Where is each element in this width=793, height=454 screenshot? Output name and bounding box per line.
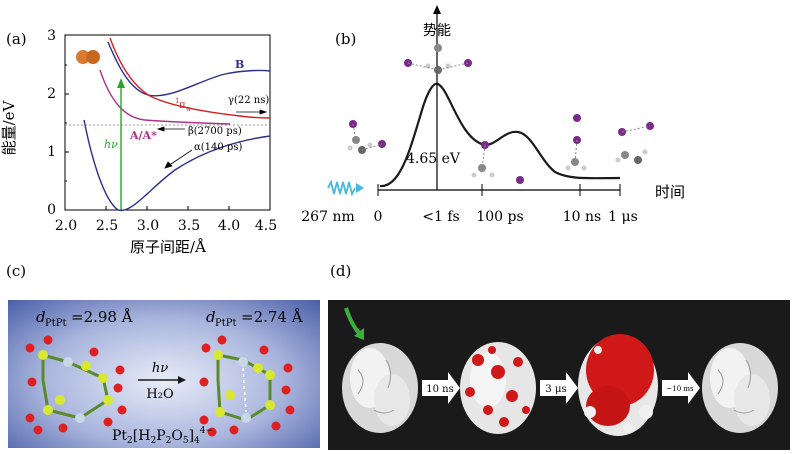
y-tick: 0: [47, 202, 56, 218]
panel-a-energy-curves: (a) 能量/eV 0 1 2 3 2.0 2.5 3.0 3.5 4.0 4.…: [0, 28, 277, 256]
potential-curve: [379, 82, 621, 188]
time-axis-ticks: [377, 184, 621, 196]
x-tick: 4.0: [218, 218, 240, 234]
step-label-3: ~10 ms: [666, 385, 694, 393]
label-alpha: α(140 ps): [194, 142, 242, 153]
cluster-left-icon: [25, 335, 127, 435]
y-tick: 1: [47, 144, 56, 160]
d-left: d PtPt =2.98 Å: [36, 308, 133, 329]
x-tick: 3.5: [178, 218, 200, 234]
x-ticks: 2.0 2.5 3.0 3.5 4.0 4.5: [55, 218, 277, 234]
step-label-1: 10 ns: [426, 384, 453, 395]
time-tick: 267 nm: [301, 209, 354, 225]
time-axis-label: 时间: [655, 183, 685, 201]
time-tick: 10 ns: [563, 209, 601, 225]
y-tick: 2: [47, 86, 56, 102]
time-tick: 1 μs: [608, 209, 638, 225]
formula-part: O: [171, 428, 182, 444]
hv-label: hν: [104, 138, 118, 151]
molecule-10ns-icon: [565, 114, 587, 171]
formula-part: 2: [166, 436, 172, 446]
formula-part: ]: [189, 428, 194, 444]
hv-arrowhead: [117, 78, 125, 88]
panel-c-structure: d PtPt =2.98 Å d PtPt =2.74 Å: [8, 300, 320, 448]
step-label-2: 3 μs: [545, 384, 566, 395]
formula-part: 4: [194, 436, 200, 446]
step-arrow-1: [422, 372, 460, 404]
panel-d-label: (d): [330, 262, 352, 280]
formula: Pt2[H2P2O5]44−: [112, 426, 213, 446]
d-left-value: =2.98 Å: [71, 308, 133, 326]
curve-pi-u: [109, 37, 271, 119]
label-pi-sup: 1: [175, 97, 179, 105]
d-right: d PtPt =2.74 Å: [206, 308, 303, 329]
molecule-initial-icon: [347, 120, 386, 154]
protein-state-2: [460, 342, 536, 434]
y-tick: 3: [47, 28, 56, 44]
label-pi-sub: u: [186, 105, 191, 113]
time-ticks: 267 nm 0 <1 fs 100 ps 10 ns 1 μs: [301, 209, 638, 225]
molecule-1us-icon: [615, 122, 654, 164]
curve-B: [107, 41, 271, 97]
formula-part: 4−: [200, 426, 213, 436]
energy-axis-label: 势能: [423, 23, 451, 39]
energy-value: 4.65 eV: [406, 151, 461, 167]
light-arrowhead: [354, 328, 364, 340]
light-arrow-icon: [344, 307, 362, 336]
protein-state-3: [578, 334, 658, 436]
x-axis-label: 原子间距/Å: [130, 238, 206, 256]
molecule-transition-icon: [404, 44, 472, 74]
x-tick: 4.5: [255, 218, 277, 234]
label-gamma: γ(22 ns): [228, 95, 269, 106]
d-right-var: d: [206, 308, 216, 326]
formula-part: [H: [133, 428, 151, 444]
photon-arrowhead: [356, 183, 364, 193]
step-arrow-3: [662, 372, 700, 404]
x-tick: 2.0: [55, 218, 77, 234]
y-ticks: 0 1 2 3: [47, 28, 56, 218]
cluster-right-icon: [199, 335, 295, 437]
time-tick: <1 fs: [422, 209, 459, 225]
panel-d-protein-sequence: 10 ns 3 μs ~10 ms: [328, 300, 790, 450]
photon-wave-icon: [327, 179, 356, 197]
curve-ground: [83, 119, 271, 211]
label-B: B: [235, 58, 244, 71]
d-left-sub: PtPt: [45, 318, 67, 329]
formula-part: 5: [183, 436, 189, 446]
formula-part: Pt: [112, 428, 127, 444]
protein-state-4: [702, 343, 778, 433]
y-axis-label: 能量/eV: [0, 99, 18, 155]
formula-part: 2: [150, 436, 156, 446]
formula-part: P: [156, 428, 165, 444]
arrow-label-water: H₂O: [146, 387, 173, 402]
label-pi: π: [179, 100, 186, 111]
reaction-arrowhead: [178, 376, 186, 384]
molecule-100ps-icon: [471, 141, 524, 184]
protein-state-1: [342, 343, 418, 433]
d-right-value: =2.74 Å: [241, 308, 303, 326]
panel-b-potential-energy: (b) 势能 时间 4.65 eV 267 nm 0 <1 fs 100 ps …: [301, 5, 685, 225]
pt2-molecule-icon: [76, 50, 100, 64]
arrow-label-hv: hν: [152, 361, 168, 376]
x-tick: 3.0: [137, 218, 159, 234]
time-tick: 100 ps: [476, 209, 523, 225]
svg-text:Pt2[H2P2O5]44−: Pt2[H2P2O5]44−: [112, 426, 213, 446]
d-right-sub: PtPt: [215, 318, 237, 329]
label-AA: A/A*: [129, 129, 157, 142]
x-tick: 2.5: [96, 218, 118, 234]
d-left-var: d: [36, 308, 46, 326]
time-tick: 0: [374, 209, 383, 225]
step-arrow-2: [540, 372, 578, 404]
panel-c-label: (c): [6, 262, 27, 280]
annotation-arrows: [156, 109, 268, 169]
panel-a-label: (a): [6, 30, 27, 48]
formula-part: 2: [127, 436, 133, 446]
panel-b-label: (b): [335, 30, 356, 48]
curve-A-Astar: [99, 69, 231, 125]
energy-axis-arrowhead: [433, 5, 441, 14]
label-beta: β(2700 ps): [188, 126, 242, 137]
